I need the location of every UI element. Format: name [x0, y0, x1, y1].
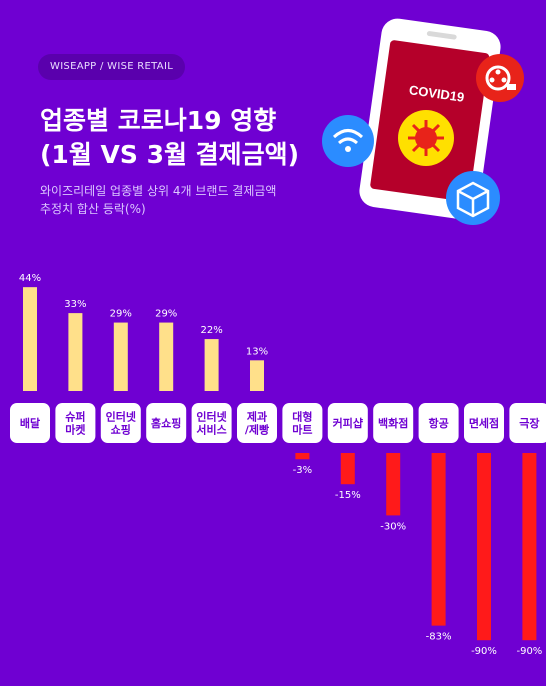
- bar-positive: [113, 322, 128, 391]
- bar-negative: [522, 453, 537, 641]
- bar-negative: [340, 453, 355, 485]
- title-line-2: (1월 VS 3월 결제금액): [40, 140, 300, 169]
- category-label: 제과: [247, 410, 267, 424]
- category-pill: [509, 403, 546, 443]
- data-label: 22%: [200, 325, 222, 336]
- category-pill: [146, 403, 187, 443]
- film-reel-icon: [476, 54, 524, 102]
- category-pill: [10, 403, 50, 443]
- page-title: 업종별 코로나19 영향 (1월 VS 3월 결제금액): [40, 104, 299, 172]
- wifi-icon: [322, 115, 374, 167]
- package-box-icon: [446, 171, 500, 225]
- subtitle-line-1: 와이즈리테일 업종별 상위 4개 브랜드 결제금액: [40, 184, 277, 198]
- data-label: 29%: [155, 309, 177, 320]
- category-label: 백화점: [378, 416, 408, 430]
- category-pill: [100, 403, 141, 443]
- data-label: -83%: [426, 632, 452, 643]
- bar-negative: [431, 453, 446, 626]
- category-label: 면세점: [469, 416, 499, 430]
- data-label: 29%: [110, 309, 132, 320]
- category-label: 마켓: [65, 423, 85, 437]
- bar-positive: [68, 313, 83, 391]
- title-line-1: 업종별 코로나19 영향: [40, 106, 277, 135]
- category-label: 인터넷: [196, 410, 226, 424]
- bar-negative: [386, 453, 401, 516]
- bar-negative: [477, 453, 491, 641]
- subtitle-line-2: 추정치 합산 등락(%): [40, 202, 146, 216]
- category-pill: [282, 403, 323, 443]
- category-label: 극장: [519, 416, 539, 430]
- category-pill: [327, 403, 368, 443]
- bar-chart: 배달44%슈퍼마켓33%인터넷쇼핑29%홈쇼핑29%인터넷서비스22%제과/제빵…: [10, 273, 546, 657]
- data-label: 33%: [64, 299, 86, 310]
- chart-subtitle: 와이즈리테일 업종별 상위 4개 브랜드 결제금액 추정치 합산 등락(%): [40, 182, 276, 218]
- category-label: 서비스: [196, 423, 226, 437]
- category-label: 대형: [292, 410, 312, 424]
- category-label: 슈퍼: [65, 410, 85, 424]
- bar-negative: [295, 453, 310, 460]
- data-label: -15%: [335, 490, 361, 501]
- category-pill: [373, 403, 414, 443]
- category-label: 배달: [20, 416, 40, 430]
- bar-positive: [159, 322, 174, 391]
- data-label: -90%: [516, 646, 542, 657]
- category-label: 홈쇼핑: [151, 416, 181, 430]
- category-pill: [191, 403, 232, 443]
- category-label: /제빵: [245, 423, 269, 437]
- data-label: 44%: [19, 273, 41, 284]
- source-badge: WISEAPP / WISE RETAIL: [38, 54, 186, 80]
- data-label: 13%: [246, 346, 268, 357]
- category-pill: [55, 403, 96, 443]
- category-label: 쇼핑: [111, 423, 131, 437]
- virus-icon: [398, 110, 454, 166]
- covid-phone-illustration: COVID19: [322, 18, 524, 225]
- category-label: 항공: [428, 416, 448, 430]
- bars-layer: 배달44%슈퍼마켓33%인터넷쇼핑29%홈쇼핑29%인터넷서비스22%제과/제빵…: [10, 273, 546, 657]
- category-pill: [418, 403, 459, 443]
- data-label: -3%: [293, 465, 312, 476]
- bar-positive: [204, 339, 219, 391]
- data-label: -90%: [471, 646, 497, 657]
- category-pill: [464, 403, 504, 443]
- category-label: 인터넷: [106, 410, 136, 424]
- bar-positive: [250, 360, 264, 391]
- category-pill: [237, 403, 277, 443]
- data-label: -30%: [380, 521, 406, 532]
- category-label: 마트: [292, 423, 312, 437]
- category-label: 커피샵: [333, 416, 363, 430]
- bar-positive: [23, 287, 37, 391]
